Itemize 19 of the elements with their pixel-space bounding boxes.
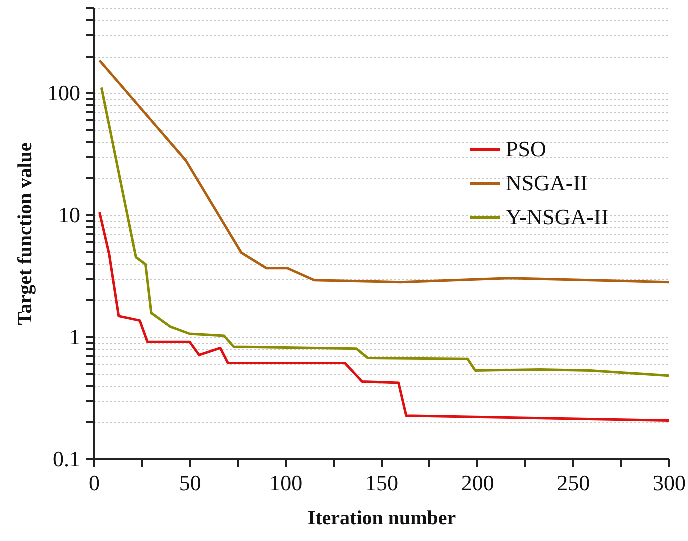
y-tick-label: 100 (48, 80, 80, 106)
legend-label: NSGA-II (506, 170, 588, 196)
x-axis-title: Iteration number (308, 508, 456, 530)
y-axis-title: Target function value (14, 142, 36, 326)
y-tick-label: 0.1 (53, 446, 80, 472)
line-series (98, 211, 669, 422)
x-tick-label: 250 (557, 470, 590, 496)
x-tick-label: 200 (461, 470, 494, 496)
line-series (100, 86, 669, 378)
legend-label: PSO (506, 136, 546, 162)
x-tick-label: 100 (270, 470, 303, 496)
x-tick-label: 50 (179, 470, 202, 496)
line-series (98, 59, 669, 284)
x-tick-label: 300 (653, 470, 686, 496)
legend-label: Y-NSGA-II (506, 204, 609, 230)
x-tick-label: 0 (89, 470, 100, 496)
x-tick-label: 150 (366, 470, 398, 496)
y-tick-label: 1 (70, 324, 80, 350)
y-tick-label: 10 (58, 202, 80, 228)
